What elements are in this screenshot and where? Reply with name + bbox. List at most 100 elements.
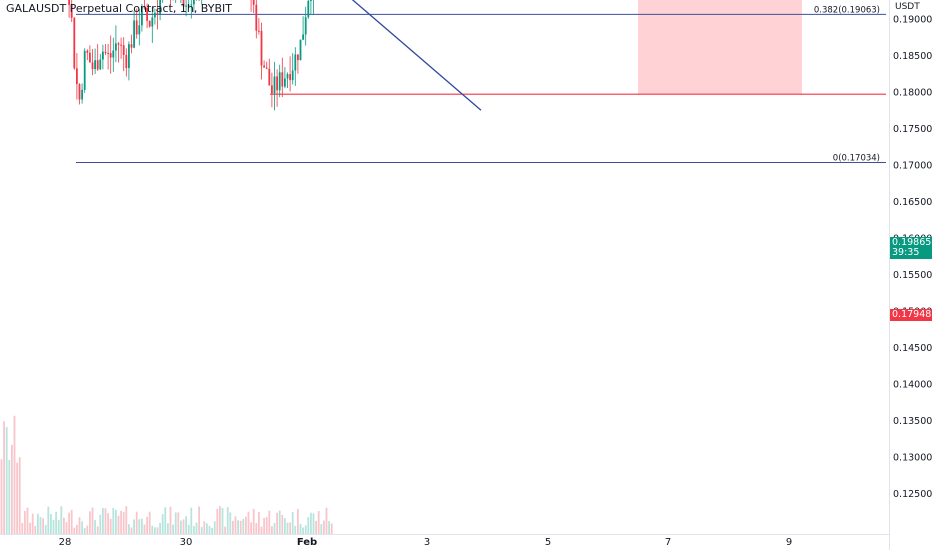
stop-price-badge: 0.17948 <box>890 309 932 321</box>
candle-body <box>304 17 307 35</box>
volume-bar <box>190 507 193 534</box>
volume-bar <box>177 512 180 534</box>
volume-bar <box>164 507 167 534</box>
volume-bar <box>182 519 185 534</box>
volume-bar <box>234 516 237 534</box>
volume-bar <box>13 415 16 534</box>
volume-bar <box>42 518 44 534</box>
volume-bar <box>60 506 63 534</box>
volume-bar <box>294 525 297 534</box>
volume-bar <box>250 522 252 534</box>
volume-bar <box>86 525 89 534</box>
fibonacci-extension[interactable]: 2(0.24266)1.618(0.23037)1.5(0.22658)1.38… <box>0 0 886 169</box>
volume-bars <box>0 415 333 534</box>
volume-bar <box>226 507 229 534</box>
y-tick-label: 0.14500 <box>893 343 932 354</box>
candle-body <box>193 0 195 5</box>
candle-body <box>276 76 278 91</box>
volume-bar <box>148 511 151 534</box>
volume-bar <box>130 527 133 534</box>
volume-bar <box>185 516 187 534</box>
volume-bar <box>141 518 143 534</box>
candle-body <box>117 43 120 45</box>
time-axis[interactable]: 28 30 Feb 3 5 7 9 <box>59 537 793 548</box>
volume-bar <box>278 510 281 534</box>
volume-bar <box>5 427 8 534</box>
volume-bar <box>24 510 26 534</box>
candle-body <box>73 17 76 69</box>
volume-bar <box>83 527 86 534</box>
volume-bar <box>96 526 99 534</box>
volume-bar <box>167 523 169 534</box>
candle-body <box>96 60 99 70</box>
candle-body <box>286 74 289 79</box>
volume-bar <box>151 525 154 534</box>
y-tick-label: 0.12500 <box>893 489 932 500</box>
candle-body <box>102 51 104 60</box>
volume-bar <box>122 512 125 534</box>
candle-body <box>185 5 187 7</box>
volume-bar <box>73 527 76 534</box>
volume-bar <box>232 520 234 534</box>
candle-body <box>281 72 284 87</box>
y-tick-label: 0.14000 <box>893 380 932 391</box>
x-tick-label: Feb <box>297 537 317 548</box>
volume-bar <box>281 515 284 534</box>
candle-body <box>99 59 102 70</box>
candle-body <box>146 8 148 21</box>
volume-bar <box>268 510 271 534</box>
volume-bar <box>18 457 21 534</box>
volume-bar <box>258 511 260 534</box>
volume-bar <box>143 524 146 534</box>
volume-bar <box>286 522 289 534</box>
x-tick-label: 7 <box>665 537 671 548</box>
long-position-tool[interactable] <box>638 0 802 95</box>
currency-label: USDT <box>895 2 920 12</box>
x-tick-label: 30 <box>180 537 193 548</box>
volume-bar <box>213 521 216 534</box>
volume-bar <box>315 520 317 534</box>
volume-bar <box>242 518 245 534</box>
volume-bar <box>89 511 91 534</box>
candle-body <box>107 52 109 54</box>
x-tick-label: 28 <box>59 537 72 548</box>
candle-body <box>128 44 130 69</box>
trend-line[interactable] <box>14 0 482 111</box>
volume-bar <box>52 520 55 534</box>
descending-trend-line[interactable] <box>14 0 482 111</box>
volume-bar <box>203 521 206 534</box>
candle-body <box>159 0 161 14</box>
volume-bar <box>239 520 242 534</box>
candle-body <box>260 30 263 66</box>
price-axis-separator <box>889 0 890 550</box>
volume-bar <box>63 517 65 534</box>
y-tick-label: 0.18000 <box>893 88 932 99</box>
volume-bar <box>273 522 276 534</box>
fib-level-label: 0(0.17034) <box>833 154 880 164</box>
volume-bar <box>255 523 258 534</box>
volume-bar <box>276 512 278 534</box>
candle-body <box>297 54 299 61</box>
candle-body <box>115 43 117 51</box>
x-tick-label: 5 <box>545 537 551 548</box>
volume-bar <box>112 507 115 534</box>
candle-body <box>138 25 141 35</box>
volume-bar <box>50 513 52 534</box>
candle-body <box>190 4 193 6</box>
candle-body <box>182 0 185 7</box>
candle-body <box>133 20 135 48</box>
candle-body <box>299 39 302 61</box>
loss-zone[interactable] <box>638 0 802 95</box>
candle-body <box>76 68 78 85</box>
volume-bar <box>57 520 60 534</box>
volume-bar <box>174 512 177 534</box>
volume-bar <box>245 516 247 534</box>
candle-body <box>122 45 125 55</box>
volume-bar <box>34 526 37 534</box>
volume-bar <box>109 518 112 534</box>
volume-bar <box>200 526 203 534</box>
volume-bar <box>328 521 330 534</box>
volume-bar <box>81 521 83 534</box>
current-price: 0.19865 <box>892 237 932 248</box>
